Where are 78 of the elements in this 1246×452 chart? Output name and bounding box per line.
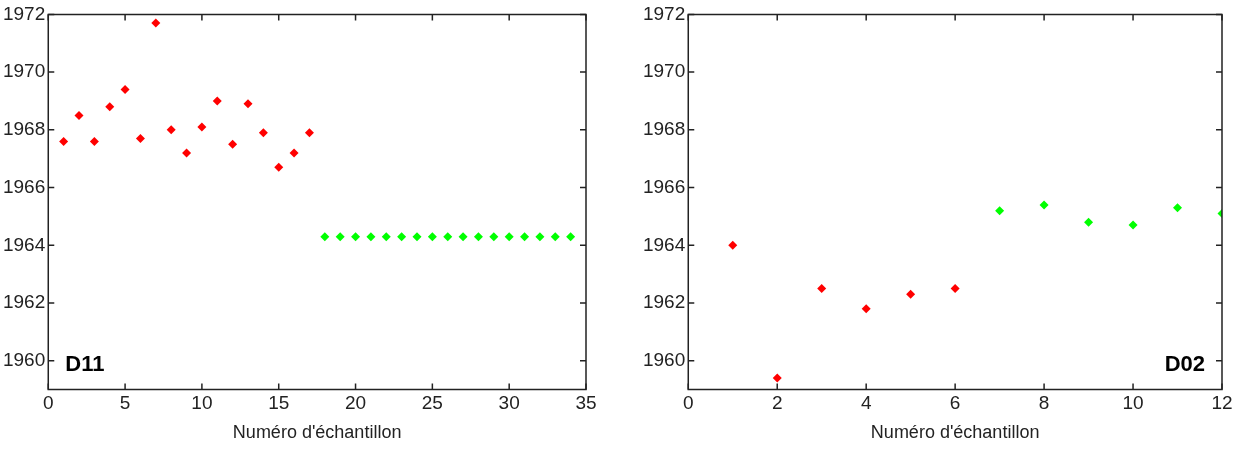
x-axis-title: Numéro d'échantillon xyxy=(232,422,402,443)
point xyxy=(950,284,960,294)
point xyxy=(320,232,330,242)
annotation: D11 xyxy=(65,350,105,376)
point xyxy=(74,110,84,120)
y-tick-label: 1960 xyxy=(2,348,46,370)
y-tick-label: 1966 xyxy=(642,175,686,197)
point xyxy=(166,125,176,135)
point xyxy=(728,240,738,250)
y-tick-label: 1966 xyxy=(2,175,46,197)
x-tick-label: 35 xyxy=(575,392,597,414)
x-tick-label: 5 xyxy=(119,392,131,414)
x-tick-label: 15 xyxy=(268,392,290,414)
point xyxy=(443,232,453,242)
point xyxy=(135,134,145,144)
y-tick-label: 1972 xyxy=(642,2,686,24)
x-tick-label: 0 xyxy=(682,392,694,414)
point xyxy=(427,232,437,242)
point xyxy=(473,232,483,242)
point xyxy=(906,289,916,299)
x-axis-title: Numéro d'échantillon xyxy=(870,422,1040,443)
x-tick-label: 10 xyxy=(1122,392,1144,414)
point xyxy=(59,136,69,146)
point xyxy=(550,232,560,242)
point xyxy=(566,232,576,242)
point xyxy=(504,232,514,242)
point xyxy=(1084,217,1094,227)
point xyxy=(182,148,192,158)
y-tick-label: 1970 xyxy=(642,60,686,82)
point xyxy=(335,232,345,242)
x-tick-label: 30 xyxy=(498,392,520,414)
point xyxy=(1128,220,1138,230)
x-tick-label: 25 xyxy=(421,392,443,414)
point xyxy=(412,232,422,242)
point xyxy=(274,162,284,172)
y-tick-label: 1962 xyxy=(642,291,686,313)
y-tick-label: 1968 xyxy=(642,118,686,140)
x-tick-label: 8 xyxy=(1038,392,1050,414)
x-tick-label: 10 xyxy=(191,392,213,414)
y-tick-label: 1970 xyxy=(2,60,46,82)
point xyxy=(289,148,299,158)
y-tick-label: 1962 xyxy=(2,291,46,313)
point xyxy=(89,136,99,146)
point xyxy=(817,284,827,294)
point xyxy=(535,232,545,242)
point xyxy=(520,232,530,242)
y-tick-label: 1964 xyxy=(642,233,686,255)
point xyxy=(366,232,376,242)
point xyxy=(151,18,161,28)
point xyxy=(120,84,130,94)
x-tick-label: 20 xyxy=(344,392,367,414)
annotation: D02 xyxy=(1164,350,1205,376)
x-tick-label: 0 xyxy=(42,392,54,414)
x-tick-label: 4 xyxy=(860,392,872,414)
point xyxy=(772,373,782,383)
point xyxy=(458,232,468,242)
point xyxy=(243,99,253,109)
point xyxy=(197,122,207,132)
point xyxy=(212,96,222,106)
y-tick-label: 1968 xyxy=(2,118,46,140)
y-tick-label: 1964 xyxy=(2,233,46,255)
point xyxy=(228,139,238,149)
point xyxy=(397,232,407,242)
point xyxy=(861,304,871,314)
point xyxy=(995,206,1005,216)
x-tick-label: 6 xyxy=(949,392,961,414)
point xyxy=(351,232,361,242)
point xyxy=(258,128,268,138)
point xyxy=(489,232,499,242)
point xyxy=(1173,203,1183,213)
point xyxy=(381,232,391,242)
y-tick-label: 1972 xyxy=(2,2,46,24)
point xyxy=(304,128,314,138)
point xyxy=(1039,200,1049,210)
point xyxy=(105,102,115,112)
x-tick-label: 12 xyxy=(1211,392,1233,414)
x-tick-label: 2 xyxy=(771,392,783,414)
y-tick-label: 1960 xyxy=(642,348,686,370)
